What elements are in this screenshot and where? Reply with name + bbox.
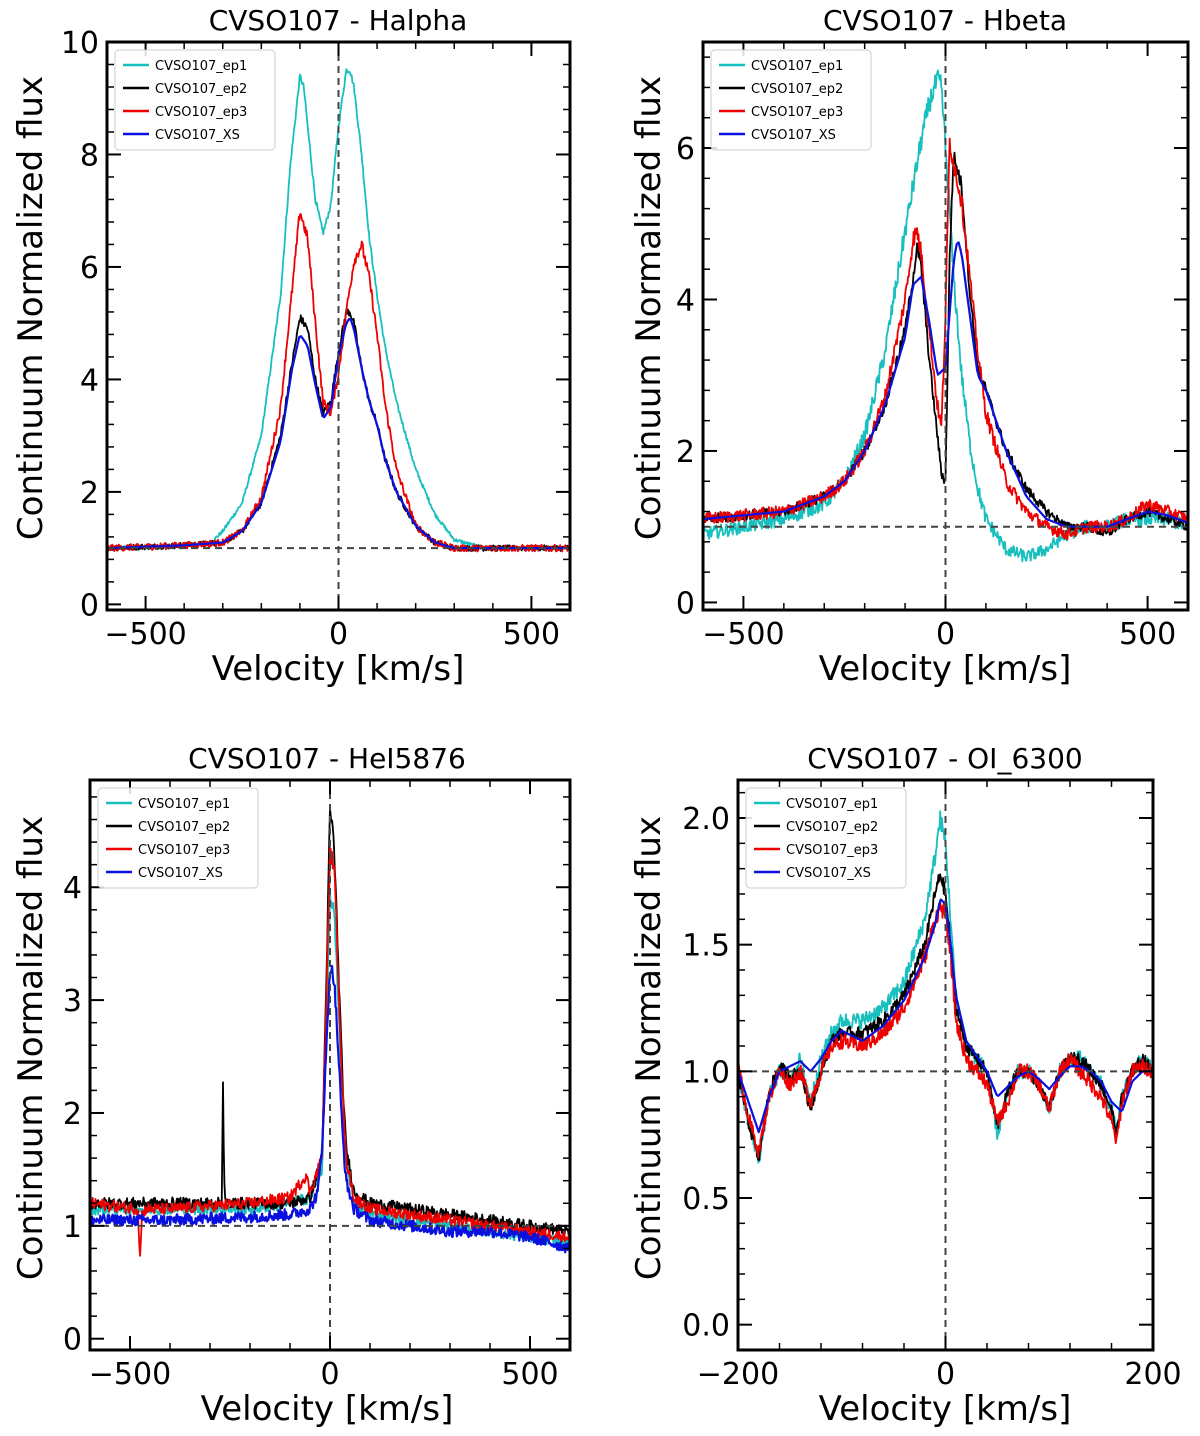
plot-area	[90, 780, 570, 1350]
legend-label: CVSO107_XS	[138, 866, 223, 881]
legend-label: CVSO107_ep1	[155, 59, 247, 74]
legend-label: CVSO107_ep3	[138, 843, 230, 858]
plot-area	[738, 780, 1153, 1350]
legend-box	[745, 787, 907, 889]
y-tick-label: 4	[676, 283, 695, 318]
plot-area	[107, 42, 570, 610]
panel-title: CVSO107 - Hbeta	[823, 4, 1067, 37]
panel-hbeta: CVSO107 - Hbeta Continuum Normalized flu…	[629, 4, 1190, 689]
x-tick-label: 0	[329, 617, 348, 652]
legend-label: CVSO107_ep1	[751, 59, 843, 74]
x-axis-label: Velocity [km/s]	[819, 1389, 1072, 1429]
legend-label: CVSO107_XS	[786, 866, 871, 881]
x-tick-label: 200	[1124, 1357, 1181, 1392]
x-tick-label: 500	[1119, 617, 1176, 652]
y-tick-label: 2	[676, 435, 695, 470]
x-tick-label: 0	[320, 1357, 339, 1392]
x-tick-label: −500	[89, 1357, 171, 1392]
y-tick-label: 6	[676, 132, 695, 167]
legend-box	[97, 787, 259, 889]
legend-box	[710, 49, 872, 151]
y-tick-label: 0.0	[682, 1309, 730, 1344]
legend-label: CVSO107_ep1	[138, 797, 230, 812]
legend-box	[114, 49, 276, 151]
y-tick-label: 0	[80, 588, 99, 623]
x-tick-label: −500	[104, 617, 186, 652]
legend-label: CVSO107_XS	[751, 128, 836, 143]
y-tick-label: 2.0	[682, 802, 730, 837]
legend-label: CVSO107_ep3	[751, 105, 843, 120]
plot-area	[703, 42, 1188, 610]
x-axis-label: Velocity [km/s]	[819, 649, 1072, 689]
panel-title: CVSO107 - HeI5876	[188, 742, 466, 775]
x-axis-label: Velocity [km/s]	[201, 1389, 454, 1429]
x-tick-label: 500	[503, 617, 560, 652]
x-tick-label: 0	[936, 617, 955, 652]
panel-title: CVSO107 - Halpha	[209, 4, 468, 37]
y-axis-label: Continuum Normalized flux	[629, 76, 669, 540]
y-tick-label: 0	[676, 586, 695, 621]
legend: CVSO107_ep1 CVSO107_ep2 CVSO107_ep3 CVSO107…	[97, 787, 259, 889]
panel-oi6300: CVSO107 - OI_6300 Continuum Normalized f…	[629, 742, 1182, 1429]
y-tick-label: 0	[63, 1323, 82, 1358]
y-tick-label: 3	[63, 984, 82, 1019]
panel-title: CVSO107 - OI_6300	[807, 742, 1082, 775]
legend-label: CVSO107_ep2	[786, 820, 878, 835]
x-tick-label: −500	[702, 617, 784, 652]
y-tick-label: 10	[61, 26, 99, 61]
legend-label: CVSO107_ep1	[786, 797, 878, 812]
panel-hei5876: CVSO107 - HeI5876 Continuum Normalized f…	[11, 742, 572, 1429]
y-axis-label: Continuum Normalized flux	[11, 76, 51, 540]
y-tick-label: 4	[80, 363, 99, 398]
legend-label: CVSO107_ep2	[751, 82, 843, 97]
y-tick-label: 1.5	[682, 929, 730, 964]
y-tick-label: 2	[80, 476, 99, 511]
x-tick-label: −200	[697, 1357, 779, 1392]
x-tick-label: 500	[501, 1357, 558, 1392]
y-axis-label: Continuum Normalized flux	[11, 816, 51, 1280]
legend-label: CVSO107_ep2	[155, 82, 247, 97]
y-tick-label: 6	[80, 251, 99, 286]
y-tick-label: 4	[63, 871, 82, 906]
legend-label: CVSO107_ep3	[786, 843, 878, 858]
legend: CVSO107_ep1 CVSO107_ep2 CVSO107_ep3 CVSO107…	[114, 49, 276, 151]
legend-label: CVSO107_XS	[155, 128, 240, 143]
legend: CVSO107_ep1 CVSO107_ep2 CVSO107_ep3 CVSO107…	[710, 49, 872, 151]
x-tick-label: 0	[936, 1357, 955, 1392]
legend: CVSO107_ep1 CVSO107_ep2 CVSO107_ep3 CVSO107…	[745, 787, 907, 889]
panel-halpha: CVSO107 - Halpha Continuum Normalized fl…	[11, 4, 572, 689]
legend-label: CVSO107_ep2	[138, 820, 230, 835]
y-tick-label: 8	[80, 138, 99, 173]
legend-label: CVSO107_ep3	[155, 105, 247, 120]
y-tick-label: 2	[63, 1097, 82, 1132]
x-axis-label: Velocity [km/s]	[212, 649, 465, 689]
y-tick-label: 1.0	[682, 1055, 730, 1090]
y-tick-label: 0.5	[682, 1182, 730, 1217]
y-axis-label: Continuum Normalized flux	[629, 816, 669, 1280]
y-tick-label: 1	[63, 1210, 82, 1245]
